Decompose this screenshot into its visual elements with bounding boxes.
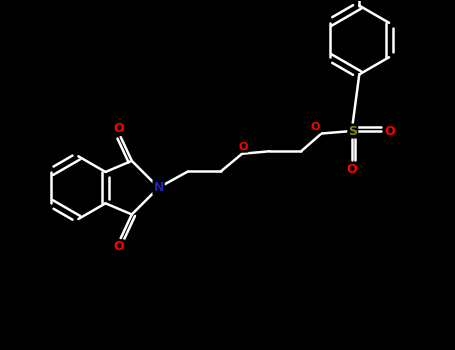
Text: N: N: [153, 181, 164, 194]
Text: O: O: [385, 125, 395, 138]
Text: O: O: [113, 240, 124, 253]
Text: S: S: [348, 125, 357, 138]
Text: O: O: [113, 122, 124, 135]
Text: O: O: [346, 163, 357, 176]
Text: O: O: [238, 142, 248, 152]
Text: O: O: [311, 122, 320, 133]
